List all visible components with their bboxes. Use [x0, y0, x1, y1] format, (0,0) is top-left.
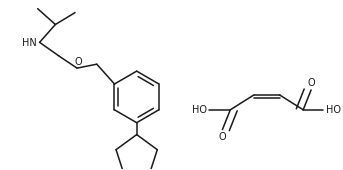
Text: O: O [74, 57, 82, 67]
Text: HO: HO [192, 105, 207, 115]
Text: HN: HN [22, 38, 37, 48]
Text: O: O [218, 132, 226, 142]
Text: O: O [307, 78, 315, 88]
Text: HO: HO [326, 105, 341, 115]
